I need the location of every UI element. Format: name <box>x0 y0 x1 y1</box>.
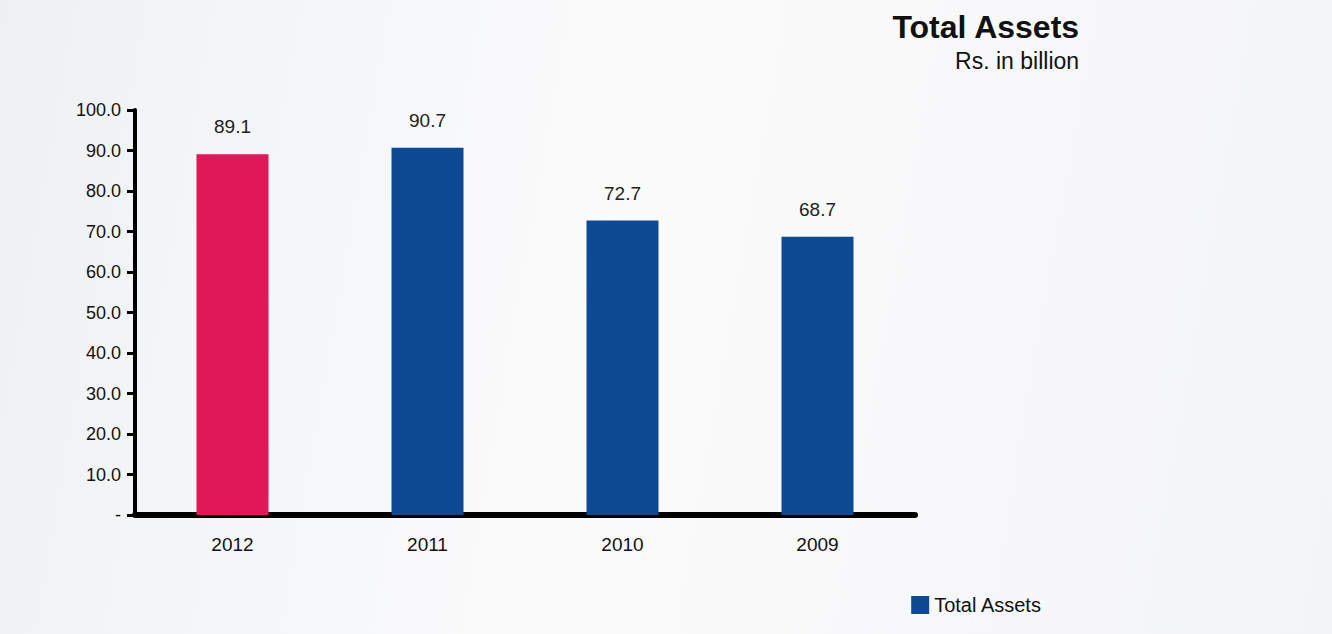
svg-text:70.0: 70.0 <box>86 222 121 242</box>
svg-text:50.0: 50.0 <box>86 303 121 323</box>
svg-text:20.0: 20.0 <box>86 424 121 444</box>
svg-text:2010: 2010 <box>601 534 643 555</box>
svg-text:30.0: 30.0 <box>86 384 121 404</box>
svg-text:-: - <box>115 505 121 525</box>
svg-text:90.0: 90.0 <box>86 141 121 161</box>
svg-text:60.0: 60.0 <box>86 262 121 282</box>
svg-text:100.0: 100.0 <box>76 100 121 120</box>
svg-text:40.0: 40.0 <box>86 343 121 363</box>
svg-text:Rs. in billion: Rs. in billion <box>955 48 1079 74</box>
svg-text:Total Assets: Total Assets <box>934 594 1041 616</box>
svg-text:2009: 2009 <box>796 534 838 555</box>
svg-text:10.0: 10.0 <box>86 465 121 485</box>
svg-text:Total Assets: Total Assets <box>892 9 1079 45</box>
svg-text:2012: 2012 <box>211 534 253 555</box>
svg-text:90.7: 90.7 <box>409 110 446 131</box>
svg-text:89.1: 89.1 <box>214 116 251 137</box>
svg-text:68.7: 68.7 <box>799 199 836 220</box>
svg-text:80.0: 80.0 <box>86 181 121 201</box>
svg-text:2011: 2011 <box>407 534 448 555</box>
svg-text:72.7: 72.7 <box>604 183 641 204</box>
